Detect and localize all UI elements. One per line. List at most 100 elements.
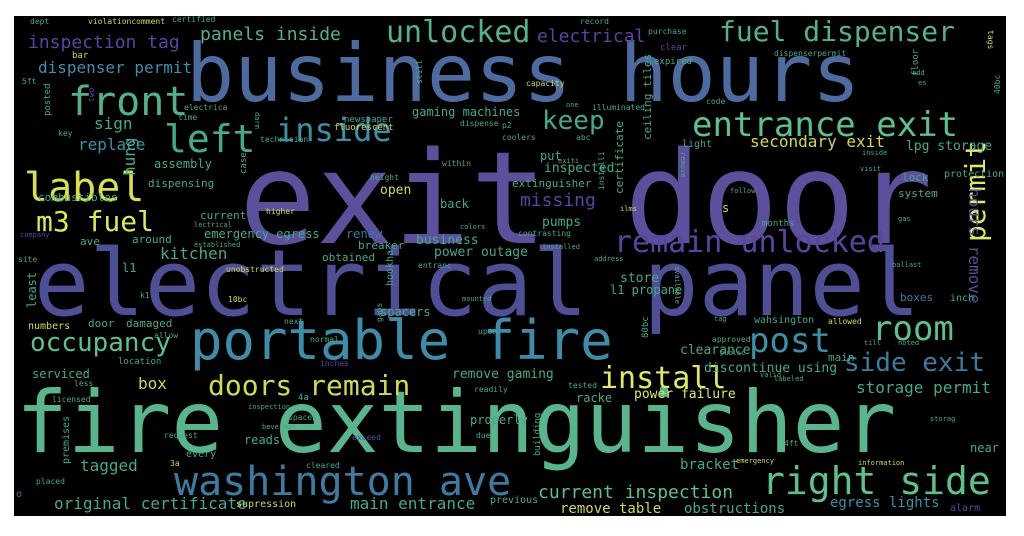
word: hookha <box>385 249 396 286</box>
word: premises <box>61 415 72 464</box>
word: lpg storage <box>906 139 993 154</box>
word: time <box>178 113 198 122</box>
word: tagged <box>80 456 138 475</box>
word: fuel dispenser <box>719 16 956 48</box>
word: inspection tag <box>28 32 180 53</box>
word: approved <box>712 335 751 344</box>
word: inside <box>862 149 888 157</box>
word: dispense <box>460 119 499 128</box>
word: sign <box>94 114 133 133</box>
word: boxes <box>900 291 934 304</box>
word: site <box>18 255 38 264</box>
word: racke <box>576 391 613 405</box>
word: renew <box>346 227 383 241</box>
word: post <box>749 321 831 361</box>
word: purchase <box>648 27 687 36</box>
word: keep <box>542 106 605 136</box>
word: pumps <box>542 215 582 230</box>
word: higher <box>266 207 295 216</box>
word: emergency <box>736 457 774 465</box>
word: label <box>24 165 145 211</box>
word: washington ave <box>174 459 512 505</box>
word: electrica <box>184 103 228 112</box>
word: cleared <box>306 461 340 470</box>
word: within <box>442 159 471 168</box>
word: properly <box>470 413 528 427</box>
word: kitchen <box>160 244 228 263</box>
word: next <box>284 317 304 326</box>
word: protection <box>944 169 1005 180</box>
word: installi <box>597 151 606 190</box>
word: tag <box>714 315 727 323</box>
word: exit door <box>239 125 933 274</box>
word: remove <box>679 152 687 178</box>
word: certificate <box>613 121 626 194</box>
word: dispenser permit <box>38 58 193 77</box>
word: till <box>864 339 881 347</box>
word: clearance <box>680 343 751 358</box>
word: clear <box>660 43 688 53</box>
word: 40bc <box>993 74 1002 94</box>
word: record <box>580 17 609 26</box>
word: height <box>370 173 399 182</box>
word: m3 fuel <box>36 205 155 238</box>
word: l1 propane <box>610 283 683 297</box>
word: hung <box>120 137 139 176</box>
word: newspaper <box>344 115 393 125</box>
word: around <box>132 233 172 246</box>
word: bracket <box>680 457 740 473</box>
word: remove table <box>560 501 662 516</box>
word: violationcomment <box>88 17 166 26</box>
word: 10bc <box>228 295 248 304</box>
word: upon <box>478 327 498 336</box>
word: s <box>722 201 730 215</box>
word: placed <box>36 477 65 486</box>
word: storag <box>930 415 956 423</box>
word: side exit <box>844 348 985 378</box>
word: allow <box>154 331 179 340</box>
word: spaces <box>288 413 317 422</box>
word: gaming machines <box>412 105 521 119</box>
word: exceed <box>352 433 381 442</box>
word: allowed <box>828 317 862 326</box>
word: add <box>912 69 925 77</box>
word: k1 <box>140 291 150 300</box>
word: mounted <box>462 295 492 303</box>
word: inside <box>276 111 392 149</box>
word: every <box>186 449 217 460</box>
word: capacity <box>526 79 565 88</box>
word: reads <box>244 433 281 447</box>
word: front <box>68 79 189 125</box>
word: spacers <box>380 305 431 319</box>
word: tested <box>568 381 597 390</box>
word: l1 <box>122 261 137 275</box>
word: building <box>533 412 543 456</box>
word: put <box>540 149 562 163</box>
word: normal <box>310 335 339 344</box>
word: exiti <box>558 157 580 165</box>
word: due <box>476 431 491 440</box>
word: serviced <box>32 367 90 381</box>
word: unobstructed <box>226 265 284 274</box>
word: least <box>25 271 39 308</box>
word: obtained <box>322 251 375 264</box>
word: inches <box>320 359 349 368</box>
word: address <box>594 255 624 263</box>
word: near <box>970 441 999 455</box>
word: established <box>194 241 241 249</box>
word: entrance exit <box>692 105 959 145</box>
word: emergency egress <box>204 227 320 241</box>
word: request <box>164 431 198 440</box>
word: available <box>673 266 681 304</box>
word: valid <box>760 371 782 379</box>
word: fire extinguisher <box>16 373 897 473</box>
word: egress lights <box>830 495 940 511</box>
word: ballast <box>892 261 922 269</box>
word: dispensing <box>148 177 215 190</box>
word: occupancy <box>30 328 171 358</box>
word: follow <box>730 187 756 195</box>
word: power failure <box>634 387 736 402</box>
word: electrical panel <box>34 230 921 337</box>
word: ilms <box>620 205 637 213</box>
word: combustibles <box>38 191 118 204</box>
